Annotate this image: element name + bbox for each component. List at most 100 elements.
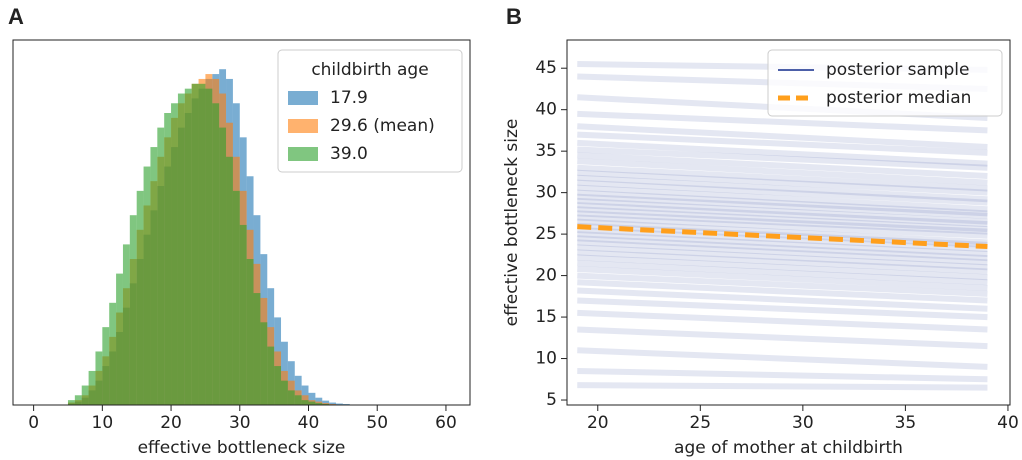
sample-line xyxy=(577,367,988,383)
sample-line xyxy=(577,265,988,292)
x-tick-label: 35 xyxy=(895,413,917,433)
histogram-bar xyxy=(164,113,172,405)
histogram-bar xyxy=(198,83,206,406)
sample-line xyxy=(577,249,988,275)
x-tick-label: 50 xyxy=(366,413,388,433)
histogram-bar xyxy=(177,93,185,406)
histogram-bar xyxy=(67,400,75,405)
histogram-bar xyxy=(191,83,199,406)
sample-line xyxy=(577,197,988,225)
sample-line xyxy=(577,272,988,297)
legend-box xyxy=(767,49,1003,117)
sample-line xyxy=(577,287,988,312)
sample-line xyxy=(577,226,988,253)
histogram-bar xyxy=(267,346,275,405)
sample-line xyxy=(577,123,988,151)
sample-line xyxy=(577,297,988,321)
histogram-bar xyxy=(122,244,130,405)
histogram-bar xyxy=(143,166,151,405)
legend-label: 29.6 (mean) xyxy=(330,116,435,136)
histogram-bar xyxy=(81,385,89,405)
histogram-bar xyxy=(129,215,137,405)
sample-line xyxy=(577,146,988,171)
histogram-bar xyxy=(308,401,316,405)
legend-swatch xyxy=(288,147,318,161)
x-tick-label: 60 xyxy=(435,413,457,433)
legend-label: posterior sample xyxy=(826,60,970,80)
sample-line xyxy=(577,239,988,266)
sample-line xyxy=(577,218,988,246)
y-tick-label: 20 xyxy=(535,266,557,286)
x-tick-label: 10 xyxy=(92,413,114,433)
sample-line xyxy=(577,382,988,391)
panel-label: A xyxy=(8,4,24,29)
sample-line xyxy=(577,169,988,196)
legend-label: posterior median xyxy=(826,88,971,108)
legend-swatch xyxy=(288,91,318,105)
histogram-bar xyxy=(315,403,323,405)
y-tick-label: 5 xyxy=(546,390,557,410)
sample-line xyxy=(577,309,988,333)
histogram-bar xyxy=(308,392,316,405)
sample-line xyxy=(577,244,988,271)
legend-label: 17.9 xyxy=(330,88,368,108)
x-tick-label: 0 xyxy=(28,413,39,433)
histogram-bar xyxy=(74,395,82,405)
histogram-bar xyxy=(95,351,103,405)
sample-line xyxy=(577,231,988,258)
histogram-bar xyxy=(322,400,330,405)
axes-frame xyxy=(566,39,1011,406)
sample-line xyxy=(577,131,988,156)
histogram-bar xyxy=(260,322,268,405)
sample-line xyxy=(577,326,988,350)
x-tick-label: 30 xyxy=(229,413,251,433)
sample-line xyxy=(577,254,988,281)
x-tick-label: 25 xyxy=(689,413,711,433)
sample-line xyxy=(577,193,988,219)
sample-line xyxy=(577,189,988,217)
sample-line xyxy=(577,179,988,206)
x-tick-label: 40 xyxy=(298,413,320,433)
sample-line xyxy=(577,174,988,203)
histogram-bar xyxy=(171,103,178,406)
sample-line xyxy=(577,164,988,192)
sample-line xyxy=(577,347,988,370)
histogram-bar xyxy=(219,127,227,405)
histogram-bar xyxy=(157,127,165,405)
y-axis-label: effective bottleneck size xyxy=(502,119,522,327)
legend-title: childbirth age xyxy=(311,60,428,80)
x-tick-label: 20 xyxy=(587,413,609,433)
sample-line xyxy=(577,202,988,228)
sample-line xyxy=(577,158,988,186)
histogram-bar xyxy=(294,395,302,405)
histogram-bar xyxy=(226,156,233,405)
sample-line xyxy=(577,210,988,235)
median-line xyxy=(577,224,988,250)
sample-line xyxy=(577,152,988,180)
histogram-bar xyxy=(335,403,343,405)
x-tick-label: 40 xyxy=(997,413,1019,433)
sample-line xyxy=(577,260,988,286)
y-tick-label: 10 xyxy=(535,349,557,369)
histogram-bar xyxy=(232,190,240,405)
histogram-bar xyxy=(102,327,110,405)
sample-line xyxy=(577,110,988,134)
histogram-bar xyxy=(301,400,309,405)
histogram-bar xyxy=(184,88,192,406)
histogram-bar xyxy=(329,402,336,405)
x-tick-label: 30 xyxy=(792,413,814,433)
histogram-bar xyxy=(239,224,247,405)
histogram-bar xyxy=(150,147,158,406)
axes-frame xyxy=(12,39,471,406)
x-axis-label: effective bottleneck size xyxy=(138,438,346,458)
legend-label: 39.0 xyxy=(330,144,368,164)
histogram-bar xyxy=(315,397,323,405)
y-tick-label: 30 xyxy=(535,183,557,203)
y-tick-label: 45 xyxy=(535,58,557,78)
histogram-bar xyxy=(281,380,288,405)
y-tick-label: 25 xyxy=(535,224,557,244)
histogram-bar xyxy=(136,190,144,405)
histogram-bar xyxy=(274,366,282,405)
histogram-bar xyxy=(287,390,295,405)
